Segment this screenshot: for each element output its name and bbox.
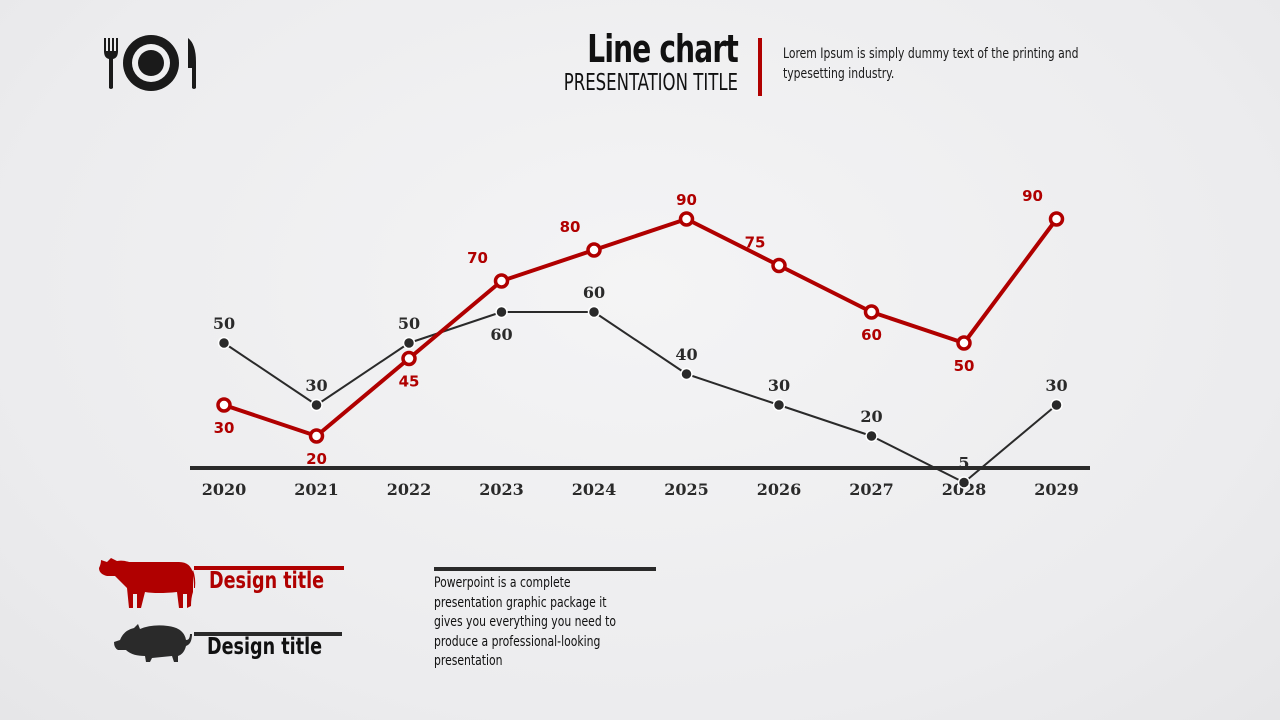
data-point-red xyxy=(216,397,232,413)
data-point-red xyxy=(956,335,972,351)
legend-line-dark xyxy=(194,632,342,636)
legend-label-dark: Design title xyxy=(207,634,323,660)
data-point-red xyxy=(771,257,787,274)
data-label-red: 75 xyxy=(745,234,766,252)
data-point-dark xyxy=(772,398,786,412)
x-tick-label: 2020 xyxy=(202,480,247,499)
data-point-dark xyxy=(1050,398,1063,412)
x-tick-label: 2024 xyxy=(572,480,617,499)
data-point-red xyxy=(586,242,602,258)
body-divider xyxy=(434,567,656,571)
pig-icon xyxy=(114,624,192,662)
data-point-red xyxy=(863,304,880,320)
data-label-red: 60 xyxy=(861,326,882,344)
data-label-dark: 60 xyxy=(490,325,512,344)
data-point-dark xyxy=(865,429,878,443)
data-point-dark xyxy=(680,367,693,381)
data-label-red: 50 xyxy=(954,357,975,375)
data-label-dark: 30 xyxy=(768,376,790,395)
data-point-dark xyxy=(495,305,508,319)
x-tick-label: 2026 xyxy=(757,480,802,499)
data-label-dark: 5 xyxy=(958,454,969,473)
data-label-dark: 50 xyxy=(213,314,235,333)
x-tick-label: 2021 xyxy=(294,480,339,499)
data-point-red xyxy=(1048,211,1065,227)
legend-label-red: Design title xyxy=(209,568,325,594)
data-label-red: 90 xyxy=(1022,187,1043,205)
data-point-dark xyxy=(402,336,416,350)
series-line-dark xyxy=(223,311,1058,484)
title-divider xyxy=(758,38,762,96)
data-label-red: 80 xyxy=(560,218,581,236)
x-tick-label: 2025 xyxy=(664,480,709,499)
x-tick-label: 2027 xyxy=(849,480,894,499)
legend-line-red xyxy=(194,566,344,570)
page-title: Line chart xyxy=(587,27,739,71)
x-tick-label: 2023 xyxy=(479,480,524,499)
data-label-dark: 40 xyxy=(675,345,697,364)
data-point-red xyxy=(308,428,325,444)
data-label-dark: 30 xyxy=(1045,376,1067,395)
data-label-dark: 20 xyxy=(860,407,882,426)
data-point-dark xyxy=(957,476,971,489)
cow-icon xyxy=(99,558,196,608)
data-label-red: 70 xyxy=(467,249,488,267)
body-text: Powerpoint is a complete presentation gr… xyxy=(434,575,617,669)
data-label-red: 45 xyxy=(399,373,420,391)
header-description: Lorem Ipsum is simply dummy text of the … xyxy=(783,46,1079,82)
page-subtitle: PRESENTATION TITLE xyxy=(563,70,738,96)
fork-plate-knife-icon xyxy=(104,35,196,91)
data-label-dark: 50 xyxy=(398,314,420,333)
series-line-red xyxy=(223,217,1059,438)
data-point-dark xyxy=(217,336,231,350)
data-label-dark: 30 xyxy=(305,376,327,395)
data-point-red xyxy=(678,211,695,227)
data-point-dark xyxy=(587,305,601,319)
x-tick-label: 2022 xyxy=(387,480,432,499)
title-block: Line chart PRESENTATION TITLE xyxy=(500,27,739,96)
data-label-red: 90 xyxy=(676,191,697,209)
data-point-dark xyxy=(310,398,323,412)
data-point-red xyxy=(493,273,510,289)
data-label-red: 20 xyxy=(306,450,327,468)
data-label-red: 30 xyxy=(214,419,235,437)
x-tick-label: 2028 xyxy=(942,480,987,499)
data-point-red xyxy=(401,350,417,367)
data-label-dark: 60 xyxy=(583,283,605,302)
x-tick-label: 2029 xyxy=(1034,480,1079,499)
